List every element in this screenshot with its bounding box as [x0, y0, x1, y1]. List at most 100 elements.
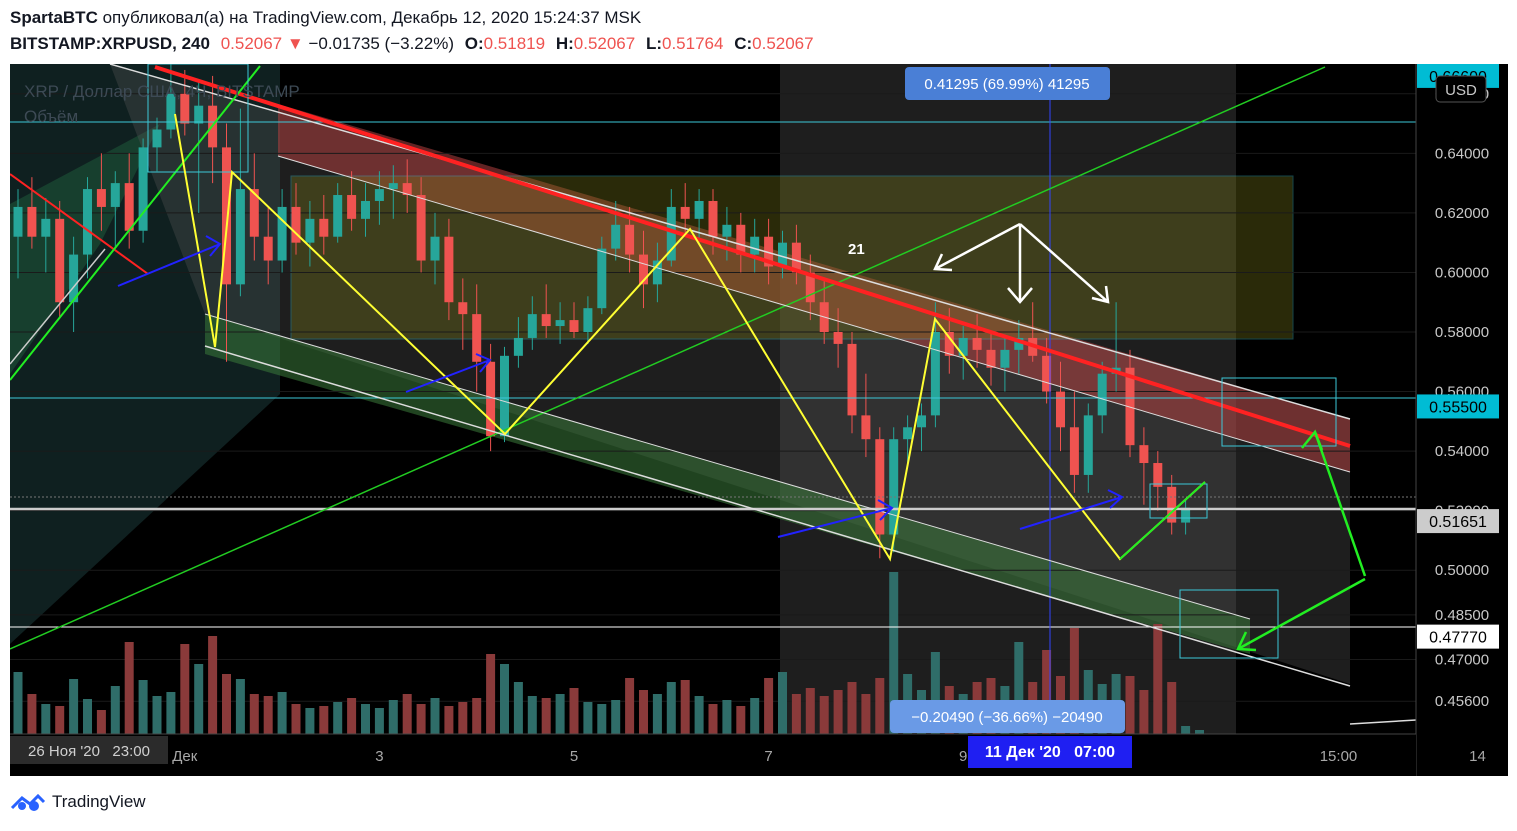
- volume-bar: [764, 678, 774, 734]
- candle-body: [444, 236, 454, 303]
- volume-bar: [805, 688, 815, 734]
- candle: [778, 230, 787, 279]
- candle: [597, 236, 607, 315]
- candle: [1056, 361, 1065, 452]
- candle: [347, 171, 357, 231]
- red-old-trendline[interactable]: [10, 173, 149, 275]
- volume-bar: [819, 696, 829, 734]
- green-trendline[interactable]: [10, 66, 1326, 650]
- channel-mid-line[interactable]: [277, 155, 1351, 473]
- open-label: O:: [464, 34, 484, 53]
- candle-body: [13, 206, 23, 237]
- candle-body: [1153, 463, 1163, 487]
- volume-bar: [152, 696, 162, 734]
- wedge-lower-line: [10, 248, 106, 365]
- candle-body: [861, 415, 871, 440]
- publish-info: опубликовал(а) на TradingView.com, Декаб…: [102, 8, 642, 27]
- candle: [194, 81, 204, 213]
- volume-bar: [208, 636, 218, 734]
- legend-symbol: XRP / Доллар США, 4Ч, BITSTAMP: [24, 82, 300, 101]
- candle: [69, 236, 79, 332]
- volume-bar: [1125, 676, 1135, 734]
- candle-body: [27, 206, 37, 237]
- candle: [444, 218, 454, 321]
- candle-body: [416, 195, 426, 261]
- time-axis[interactable]: [10, 734, 1416, 776]
- volume-bar: [930, 652, 940, 734]
- candle: [13, 189, 23, 279]
- volume-bar: [666, 682, 676, 734]
- price-tick-label: 0.54000: [1435, 443, 1489, 460]
- time-tick-label: 15:00: [1320, 748, 1358, 765]
- candle: [374, 171, 384, 225]
- candle: [249, 153, 259, 261]
- price-tick-label: 0.48500: [1435, 607, 1489, 624]
- last-price: 0.52067: [220, 34, 283, 53]
- candle: [41, 198, 51, 273]
- channel-lower-line[interactable]: [204, 345, 1351, 687]
- candle: [652, 242, 662, 303]
- candle: [416, 177, 426, 273]
- price-chart[interactable]: XRP / Доллар США, 4Ч, BITSTAMP Объём 21 …: [10, 64, 1508, 776]
- down-arrow-icon: ▼: [286, 34, 304, 53]
- volume-bar: [402, 694, 412, 734]
- candle: [1153, 451, 1163, 511]
- candle: [277, 189, 287, 273]
- candle: [847, 332, 857, 434]
- price-badge: [1417, 624, 1499, 649]
- volume-bar: [750, 698, 760, 734]
- candle-body: [374, 189, 384, 201]
- open-value: 0.51819: [483, 34, 546, 53]
- candle: [958, 326, 968, 380]
- volume-bar: [13, 672, 23, 734]
- candle-body: [152, 129, 162, 148]
- candle-body: [388, 183, 398, 190]
- measure-up-box: [905, 67, 1110, 100]
- tradingview-brand[interactable]: TradingView: [52, 792, 146, 811]
- volume-bar: [1153, 624, 1163, 734]
- candle-body: [361, 200, 370, 219]
- volume-bar: [694, 696, 704, 734]
- candle-body: [1125, 367, 1135, 446]
- candle: [930, 302, 940, 428]
- channel-inner-lower-line[interactable]: [204, 313, 1251, 620]
- price-axis[interactable]: [1416, 64, 1508, 776]
- candle-body: [875, 439, 885, 535]
- yellow-zigzag-path: [174, 113, 1206, 562]
- candle-body: [1167, 486, 1177, 523]
- author-name[interactable]: SpartaBTC: [10, 8, 98, 27]
- cyan-box-bottom: [1179, 589, 1279, 659]
- candle: [972, 314, 982, 368]
- price-tick-label: 0.58000: [1435, 324, 1489, 341]
- candle-body: [194, 105, 204, 124]
- candle-body: [847, 343, 857, 416]
- candle-body: [527, 314, 537, 338]
- tradingview-logo-icon[interactable]: [10, 792, 46, 812]
- volume-bar: [55, 706, 65, 734]
- time-tick-label: 3: [375, 748, 383, 765]
- candle-body: [1000, 349, 1010, 368]
- candle-body: [513, 337, 523, 356]
- candlestick-series: [13, 64, 1191, 559]
- candle: [764, 218, 774, 285]
- candle: [83, 177, 92, 279]
- price-tick-label: 0.60000: [1435, 264, 1489, 281]
- currency-button[interactable]: [1435, 75, 1487, 103]
- channel-upper-line[interactable]: [109, 64, 1351, 420]
- volume-bar: [96, 710, 106, 734]
- candle: [152, 117, 162, 172]
- volume-bar: [569, 688, 579, 734]
- candle-body: [41, 218, 51, 237]
- currency-label[interactable]: USD: [1445, 82, 1477, 99]
- red-resistance-line[interactable]: [154, 65, 1351, 448]
- candle: [527, 296, 537, 350]
- candle: [666, 189, 676, 267]
- candle: [458, 278, 468, 350]
- volume-bar: [291, 704, 301, 734]
- wedge-green-line[interactable]: [10, 65, 261, 381]
- candle-body: [1181, 507, 1191, 523]
- high-label: H:: [555, 34, 574, 53]
- candle-body: [889, 439, 899, 535]
- candle: [1083, 403, 1093, 493]
- volume-bar: [263, 696, 273, 734]
